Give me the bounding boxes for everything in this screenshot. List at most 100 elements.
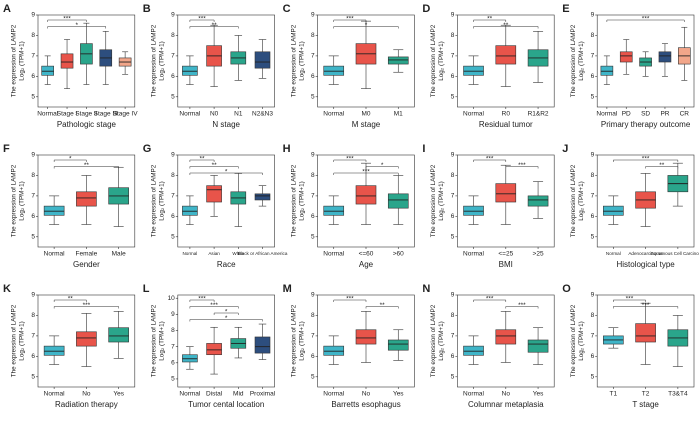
x-tick-label: Stage III [94,111,118,118]
x-tick-label: Black or African America [238,251,288,256]
y-tick-label: 8 [311,312,315,319]
x-tick-label: No [82,391,91,398]
x-tick-label: >60 [393,251,404,258]
panel: O 5 6 7 8 9 The expression of LAMP2 Log₂ (TPM+1… [562,283,695,409]
box [658,51,672,63]
panel: F 5 6 7 8 9 The expression of LAMP2 Log₂ (TPM+1… [3,143,136,269]
y-tick-label: 9 [31,292,35,299]
box [603,205,624,216]
y-tick-label: 9 [451,152,455,159]
panel: D 5 6 7 8 9 The expression of LAMP2 Log₂ (TPM+1… [422,3,555,129]
significance-label: *** [83,302,91,309]
significance-label: *** [626,296,634,303]
x-tick-label: <=25 [498,251,513,258]
plot-frame [177,294,275,388]
y-tick-label: 7 [31,53,35,60]
x-tick-label: Normal [606,251,621,256]
y-tick-label: 6 [311,73,315,80]
box [495,329,517,345]
y-axis-title: Log₂ (TPM+1) [438,41,445,80]
significance-bracket [365,166,399,169]
box [206,343,222,356]
y-tick-label: 8 [171,32,175,39]
y-axis-title: The expression of LAMP2 [430,24,437,97]
significance-label: *** [486,156,494,163]
y-tick-label: 7 [31,333,35,340]
box [108,327,129,343]
y-tick-label: 6 [31,353,35,360]
y-tick-label: 8 [451,32,455,39]
y-tick-label: 8 [171,327,175,334]
y-tick-label: 7 [451,53,455,60]
y-axis-title: Log₂ (TPM+1) [438,321,445,360]
panel: J 5 6 7 8 9 The expression of LAMP2 Log₂ (TPM+1… [562,143,699,269]
panel-letter: C [283,3,291,15]
y-axis-title: The expression of LAMP2 [150,24,157,97]
x-tick-label: M0 [361,111,370,118]
x-tick-label: Female [76,251,98,258]
y-axis-title: The expression of LAMP2 [430,304,437,377]
panel-letter: E [562,3,569,15]
y-axis-title: Log₂ (TPM+1) [298,181,305,220]
y-tick-label: 8 [31,312,35,319]
x-tick-label: Normal [179,111,201,118]
box [41,65,54,76]
y-tick-label: 8 [591,32,595,39]
y-tick-label: 9 [451,292,455,299]
panel: L 5 6 7 8 9 10 The expression of LAMP2 Log₂ (TPM… [143,283,276,409]
panel: G 5 6 7 8 9 The expression of LAMP2 Log₂ (TPM+1… [143,143,288,269]
box [355,329,377,345]
significance-label: * [225,309,228,316]
significance-bracket [53,159,87,162]
box [463,345,484,356]
y-tick-label: 6 [31,213,35,220]
box [495,183,517,203]
panel: K 5 6 7 8 9 The expression of LAMP2 Log₂ (TPM+1… [3,283,136,409]
significance-label: * [381,162,384,169]
box [323,345,345,356]
box [463,205,484,216]
significance-bracket [473,159,507,162]
x-tick-label: R1&R2 [528,111,549,118]
y-tick-label: 9 [31,12,35,19]
plot-frame [177,154,275,248]
significance-label: ** [199,156,205,163]
y-tick-label: 8 [31,32,35,39]
box [387,56,409,65]
significance-label: *** [486,296,494,303]
x-tick-label: Normal [463,111,485,118]
y-tick-label: 5 [311,93,315,100]
y-tick-label: 8 [451,172,455,179]
x-tick-label: No [362,391,371,398]
x-tick-label: Normal [463,251,485,258]
x-axis-title: Pathologic stage [57,120,117,129]
y-tick-label: 7 [31,193,35,200]
significance-label: *** [198,296,206,303]
x-tick-label: Stage IV [113,111,139,118]
x-tick-label: N2&N3 [252,111,273,118]
x-axis-title: Gender [73,260,100,269]
panel-letter: H [283,143,291,155]
y-tick-label: 9 [591,292,595,299]
x-tick-label: T2 [642,391,650,398]
box [387,339,409,351]
significance-label: *** [362,169,370,176]
significance-label: *** [642,16,650,23]
box [60,53,74,69]
panel: B 5 6 7 8 9 The expression of LAMP2 Log₂ (TPM+1… [143,3,275,129]
y-tick-label: 7 [591,53,595,60]
y-tick-label: 5 [171,93,175,100]
box [323,65,345,76]
y-tick-label: 9 [311,152,315,159]
y-tick-label: 8 [171,172,175,179]
significance-bracket [189,159,215,162]
significance-label: *** [642,302,650,309]
x-tick-label: CR [680,111,690,118]
panel-letter: M [283,283,292,295]
x-tick-label: Proximal [250,391,276,398]
significance-label: * [225,169,228,176]
y-tick-label: 5 [31,373,35,380]
y-tick-label: 5 [451,93,455,100]
y-tick-label: 7 [311,193,315,200]
